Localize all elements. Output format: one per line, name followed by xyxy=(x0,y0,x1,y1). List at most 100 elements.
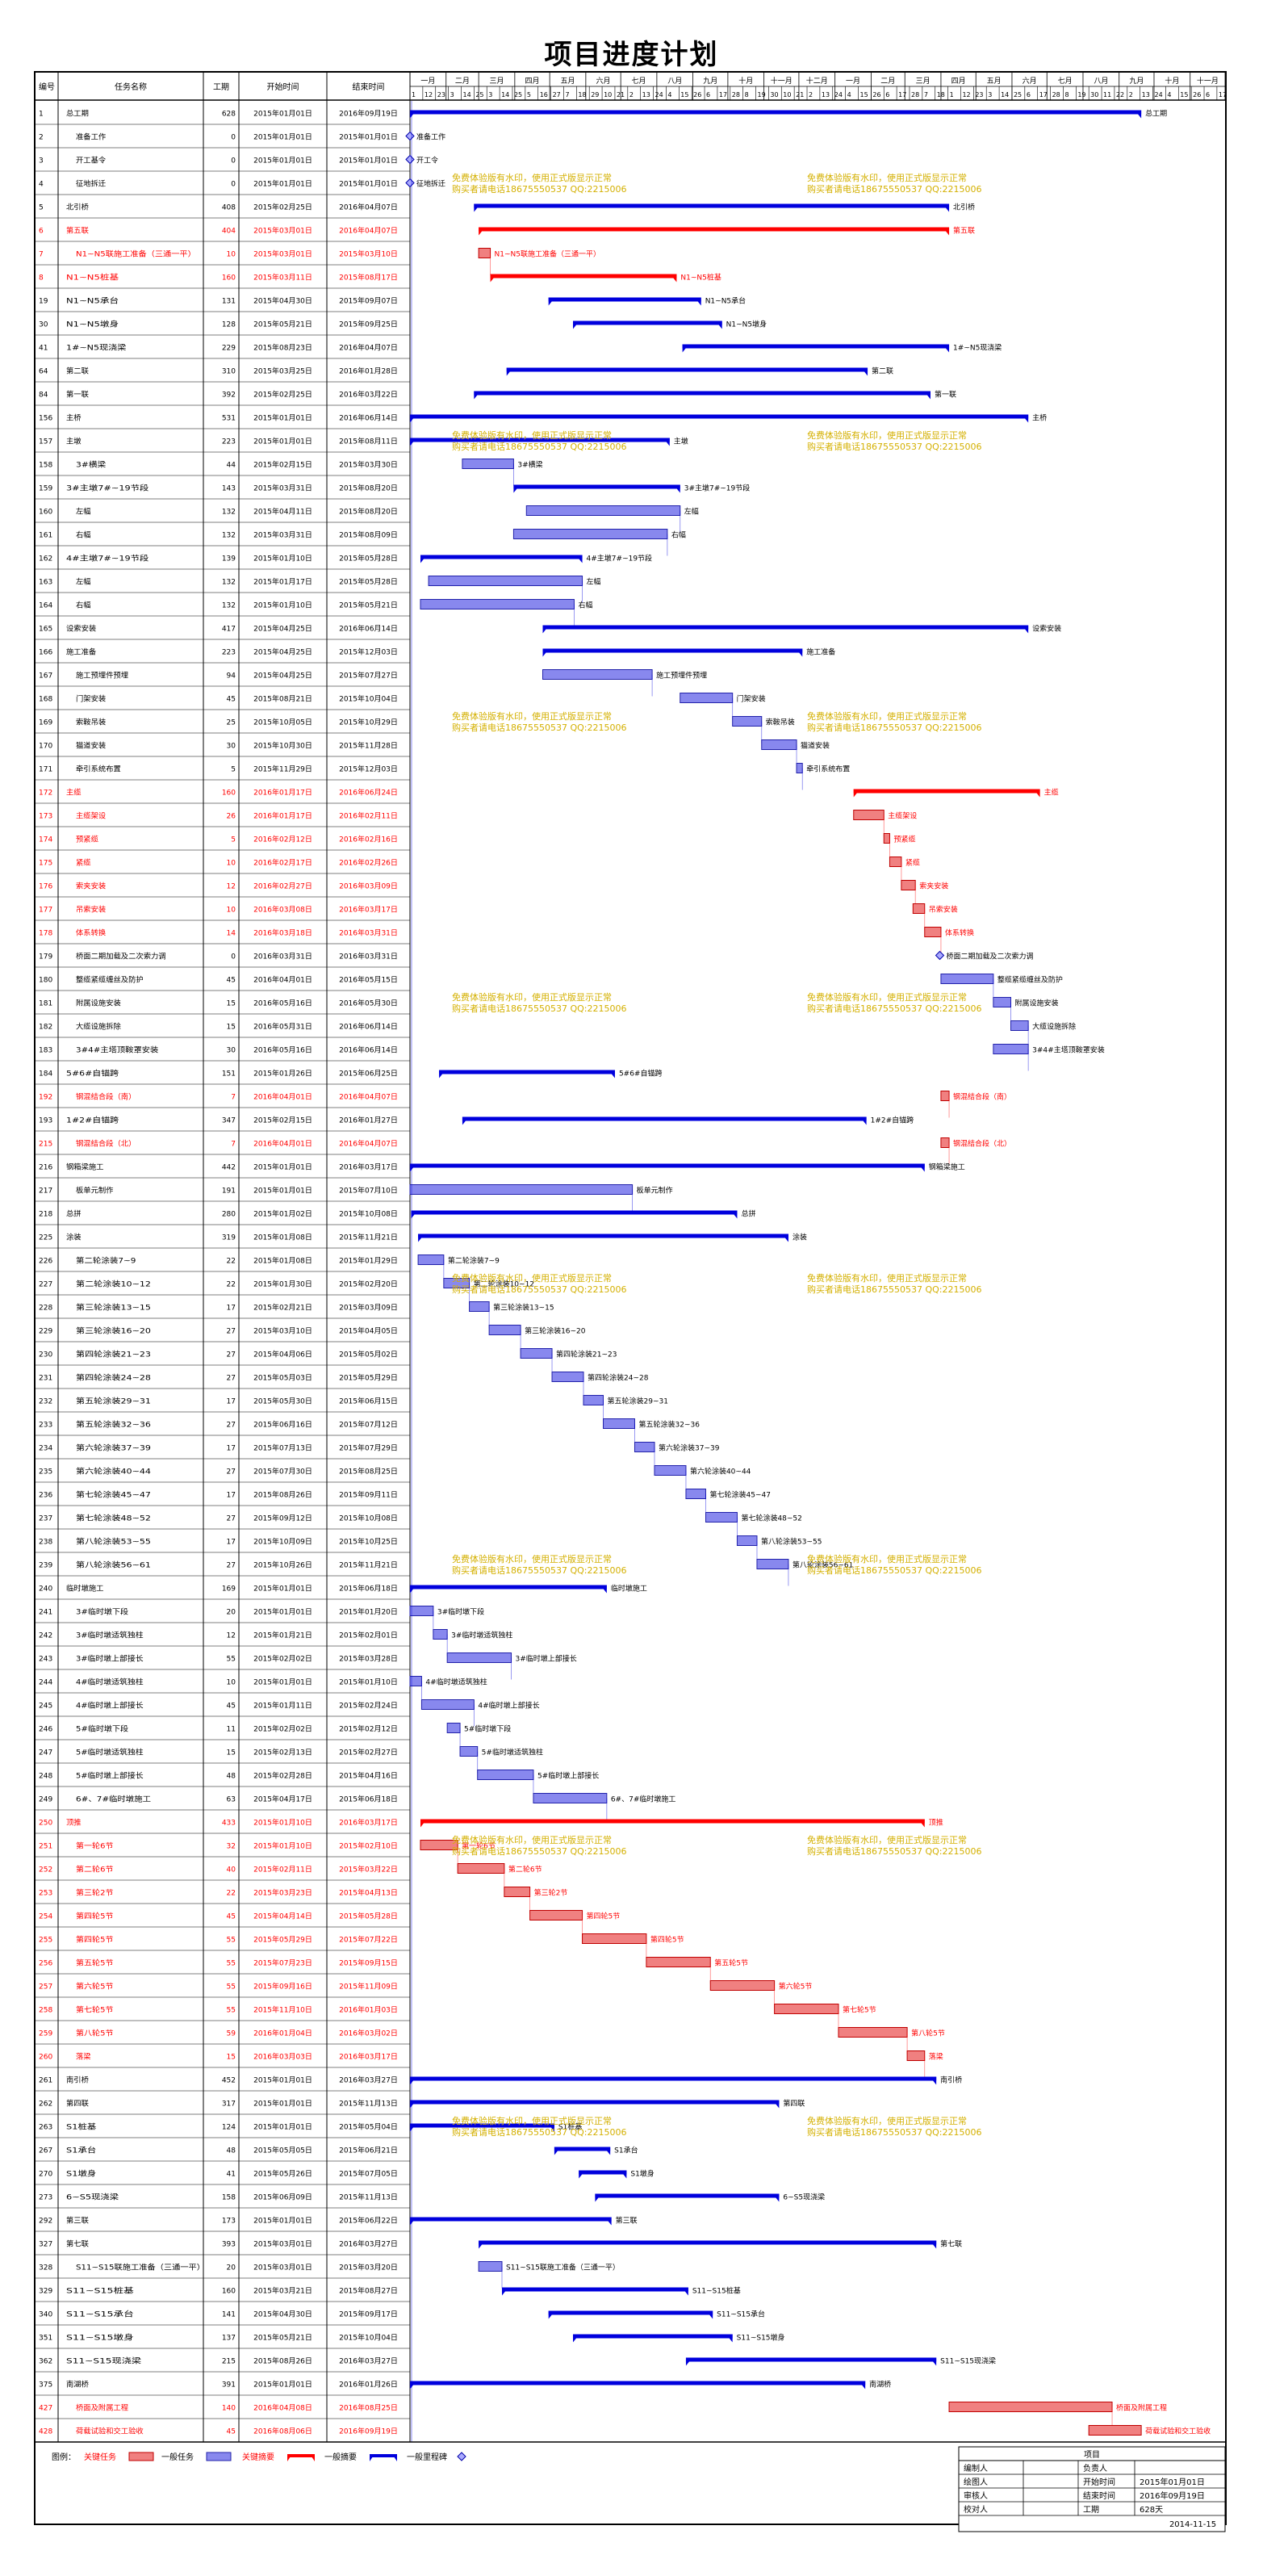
task-duration: 215 xyxy=(222,2358,236,2366)
task-end: 2015年01月29日 xyxy=(339,1256,398,1266)
bar-label: 北引桥 xyxy=(953,203,975,212)
task-end: 2015年07月05日 xyxy=(339,2169,398,2179)
bar-label: 第三轮涂装16~20 xyxy=(525,1326,586,1336)
task-bar xyxy=(736,1535,758,1546)
task-end: 2015年03月09日 xyxy=(339,1303,398,1313)
summary-end-cap xyxy=(604,2147,611,2155)
legend-normal-summary-cap xyxy=(392,2454,397,2461)
task-duration: 433 xyxy=(222,1820,236,1828)
info-cell: 2015年01月01日 xyxy=(1140,2477,1205,2487)
milestone-marker xyxy=(405,154,415,165)
task-start: 2016年05月16日 xyxy=(253,1045,312,1055)
task-duration: 317 xyxy=(222,2101,236,2109)
task-bar xyxy=(457,1863,505,1874)
bar-label: 钢混结合段（北） xyxy=(953,1139,1011,1149)
bar-label: S11~S15承台 xyxy=(717,2310,765,2319)
task-id: 232 xyxy=(39,1398,52,1406)
task-start: 2015年01月01日 xyxy=(253,179,312,189)
summary-start-cap xyxy=(479,2240,486,2249)
task-start: 2015年01月01日 xyxy=(253,2075,312,2085)
task-id: 340 xyxy=(39,2311,52,2319)
watermark-text: 购买者请电话18675550537 QQ:2215006 xyxy=(452,183,627,195)
bar-label: 总拼 xyxy=(741,1209,755,1219)
task-name: 第七轮涂装45~47 xyxy=(76,1490,151,1500)
task-id: 166 xyxy=(39,649,52,657)
task-duration: 143 xyxy=(222,485,236,493)
summary-bar xyxy=(410,414,1029,419)
task-end: 2015年09月15日 xyxy=(339,1958,398,1968)
task-start: 2015年02月21日 xyxy=(253,1303,312,1313)
bar-label: 右幅 xyxy=(671,530,686,540)
task-start: 2015年01月08日 xyxy=(253,1256,312,1266)
task-id: 329 xyxy=(39,2288,52,2296)
task-duration: 173 xyxy=(222,2218,236,2226)
task-bar xyxy=(774,2004,839,2014)
task-name: 总工期 xyxy=(66,109,89,119)
bar-label: 第六轮涂装37~39 xyxy=(659,1443,720,1453)
task-name: 3#临时墩下段 xyxy=(76,1607,128,1617)
task-duration: 0 xyxy=(231,953,236,961)
task-id: 225 xyxy=(39,1234,52,1242)
day-label: 22 xyxy=(1116,91,1124,98)
task-bar xyxy=(542,669,653,680)
day-label: 5 xyxy=(527,91,531,98)
task-id: 231 xyxy=(39,1375,52,1383)
task-name: 左幅 xyxy=(76,577,91,587)
task-duration: 229 xyxy=(222,345,236,353)
day-label: 16 xyxy=(540,91,548,98)
day-label: 6 xyxy=(1027,91,1031,98)
task-name: 1#2#自锚跨 xyxy=(66,1116,119,1125)
task-id: 261 xyxy=(39,2077,52,2085)
task-bar xyxy=(993,997,1012,1007)
watermark-text: 购买者请电话18675550537 QQ:2215006 xyxy=(452,441,627,452)
task-start: 2015年05月29日 xyxy=(253,1935,312,1945)
task-duration: 27 xyxy=(227,1422,236,1430)
task-duration: 55 xyxy=(227,1983,236,1992)
task-duration: 10 xyxy=(227,860,236,868)
task-end: 2015年03月22日 xyxy=(339,1865,398,1874)
legend-milestone-label: 一般里程碑 xyxy=(407,2452,447,2462)
task-start: 2015年01月10日 xyxy=(253,1818,312,1828)
task-name: 附属设施安装 xyxy=(76,999,121,1008)
task-id: 216 xyxy=(39,1164,52,1172)
bar-label: 3#临时墩上部接长 xyxy=(516,1654,577,1664)
bar-label: 右幅 xyxy=(578,601,592,610)
task-bar xyxy=(838,2027,908,2038)
month-label: 八月 xyxy=(1094,77,1108,86)
task-name: 涂装 xyxy=(66,1233,82,1242)
task-end: 2015年04月13日 xyxy=(339,1888,398,1898)
task-duration: 27 xyxy=(227,1351,236,1359)
task-name: 桥面二期加载及二次索力调 xyxy=(76,952,166,961)
summary-bar xyxy=(685,2357,937,2362)
task-start: 2015年01月01日 xyxy=(253,437,312,446)
task-end: 2016年03月27日 xyxy=(339,2356,398,2366)
task-bar xyxy=(756,1559,789,1569)
task-name: 准备工作 xyxy=(76,132,106,142)
task-id: 247 xyxy=(39,1749,52,1757)
day-label: 18 xyxy=(578,91,586,98)
summary-bar xyxy=(573,2334,733,2339)
task-end: 2015年10月25日 xyxy=(339,1537,398,1547)
task-name: 第六轮涂装37~39 xyxy=(76,1443,151,1453)
task-duration: 41 xyxy=(227,2171,236,2179)
watermark-text: 购买者请电话18675550537 QQ:2215006 xyxy=(807,2126,982,2138)
task-name: 第八轮涂装56~61 xyxy=(76,1560,151,1570)
task-end: 2015年09月17日 xyxy=(339,2310,398,2319)
bar-label: 第四联 xyxy=(783,2099,805,2109)
task-start: 2015年04月25日 xyxy=(253,671,312,681)
task-name: S1承台 xyxy=(66,2146,96,2155)
task-start: 2015年02月02日 xyxy=(253,1724,312,1734)
task-id: 267 xyxy=(39,2147,52,2155)
task-start: 2015年01月21日 xyxy=(253,1631,312,1640)
month-label: 十一月 xyxy=(771,76,793,86)
task-start: 2016年03月08日 xyxy=(253,905,312,915)
bar-label: 第八轮5节 xyxy=(911,2029,945,2038)
bar-label: 1#2#自锚跨 xyxy=(871,1116,914,1125)
task-duration: 393 xyxy=(222,2241,236,2249)
task-id: 6 xyxy=(39,228,44,236)
task-duration: 7 xyxy=(231,1141,236,1149)
task-duration: 17 xyxy=(227,1305,236,1313)
day-label: 4 xyxy=(667,91,671,98)
task-name: 索鞍吊装 xyxy=(76,718,106,727)
legend-milestone-marker xyxy=(457,2452,466,2461)
